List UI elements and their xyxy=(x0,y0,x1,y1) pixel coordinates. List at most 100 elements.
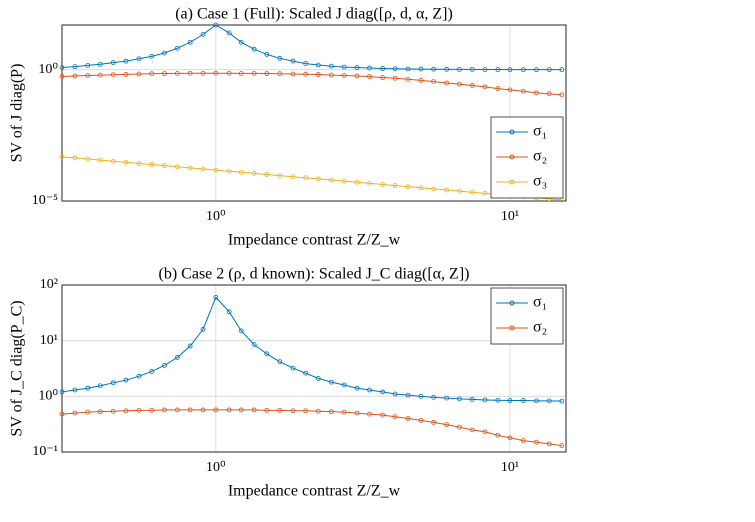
data-point xyxy=(367,387,372,393)
data-point xyxy=(238,328,244,334)
data-point xyxy=(431,394,437,400)
data-point xyxy=(328,72,334,78)
data-point xyxy=(110,158,116,164)
data-point xyxy=(520,88,526,94)
data-point xyxy=(457,188,462,194)
data-point xyxy=(226,70,232,76)
data-point xyxy=(482,429,488,435)
data-point xyxy=(162,163,167,169)
plot-area xyxy=(62,285,566,452)
chart-title: (b) Case 2 (ρ, d known): Scaled J_C diag… xyxy=(159,266,470,283)
data-point xyxy=(97,61,103,67)
data-point xyxy=(367,74,372,80)
legend-label: σ₁ xyxy=(533,294,547,311)
data-point xyxy=(277,359,283,365)
data-point xyxy=(226,407,232,413)
data-point xyxy=(277,71,283,77)
data-point xyxy=(264,52,270,57)
chart-title: (a) Case 1 (Full): Scaled J diag([ρ, d, … xyxy=(175,6,453,23)
data-point xyxy=(85,73,91,78)
data-point xyxy=(559,398,565,404)
legend-box xyxy=(490,287,564,345)
data-point xyxy=(174,355,180,360)
data-point xyxy=(495,67,501,72)
data-point xyxy=(431,420,437,425)
data-point xyxy=(174,70,180,76)
data-point xyxy=(174,164,180,170)
data-point xyxy=(226,309,232,315)
data-point xyxy=(251,171,257,176)
data-point xyxy=(520,398,526,403)
x-tick-label: 10⁰ xyxy=(206,460,226,475)
legend-marker xyxy=(509,325,515,331)
data-point xyxy=(546,398,552,404)
data-point xyxy=(136,56,142,62)
data-point xyxy=(546,441,552,447)
data-point xyxy=(200,166,206,172)
data-point xyxy=(354,65,360,70)
legend-marker xyxy=(509,154,515,160)
data-point xyxy=(72,73,78,79)
plot-area xyxy=(62,25,566,201)
series-line xyxy=(62,72,562,96)
data-point xyxy=(187,39,193,45)
data-point xyxy=(444,66,450,72)
data-point xyxy=(418,393,424,399)
data-point xyxy=(123,377,129,383)
data-point xyxy=(213,407,219,413)
data-point xyxy=(264,407,270,413)
data-point xyxy=(72,155,78,161)
data-point xyxy=(354,385,360,391)
data-point xyxy=(187,407,193,413)
data-point xyxy=(405,66,411,72)
data-point xyxy=(213,294,219,300)
data-point xyxy=(380,182,386,187)
data-point xyxy=(149,369,155,374)
data-point xyxy=(251,342,257,347)
y-tick-label: 10⁻¹ xyxy=(32,444,58,459)
data-point xyxy=(213,167,219,173)
data-point xyxy=(277,407,283,413)
data-point xyxy=(341,73,347,78)
data-point xyxy=(162,407,167,413)
x-tick-label: 10¹ xyxy=(501,209,519,224)
data-point xyxy=(469,67,475,72)
data-point xyxy=(328,63,334,69)
data-point xyxy=(469,189,475,195)
data-point xyxy=(290,408,296,414)
legend-marker xyxy=(509,300,515,306)
data-point xyxy=(315,62,321,68)
data-point xyxy=(534,439,539,445)
data-point xyxy=(444,80,450,86)
data-point xyxy=(264,351,270,357)
legend-marker xyxy=(509,129,515,135)
data-point xyxy=(507,398,513,403)
series-line xyxy=(62,24,562,71)
data-point xyxy=(354,179,360,185)
data-point xyxy=(238,70,244,76)
data-point xyxy=(367,180,372,186)
data-point xyxy=(392,75,398,81)
data-point xyxy=(97,383,103,389)
data-point xyxy=(200,326,206,332)
data-point xyxy=(534,90,539,96)
data-point xyxy=(290,58,296,64)
data-point xyxy=(482,190,488,196)
data-point xyxy=(277,55,283,61)
y-axis-label: SV of J diag(P) xyxy=(9,64,26,163)
data-point xyxy=(341,382,347,388)
data-point xyxy=(136,407,142,413)
data-point xyxy=(367,65,372,71)
data-point xyxy=(405,416,411,421)
data-point xyxy=(238,407,244,413)
data-point xyxy=(392,391,398,397)
data-point xyxy=(482,397,488,403)
data-point xyxy=(251,407,257,413)
data-point xyxy=(72,64,78,70)
data-point xyxy=(59,74,65,79)
data-point xyxy=(405,76,411,82)
data-point xyxy=(546,91,552,97)
y-tick-label: 10⁻⁵ xyxy=(32,193,58,208)
axes-box xyxy=(61,24,567,202)
data-point xyxy=(187,70,193,76)
